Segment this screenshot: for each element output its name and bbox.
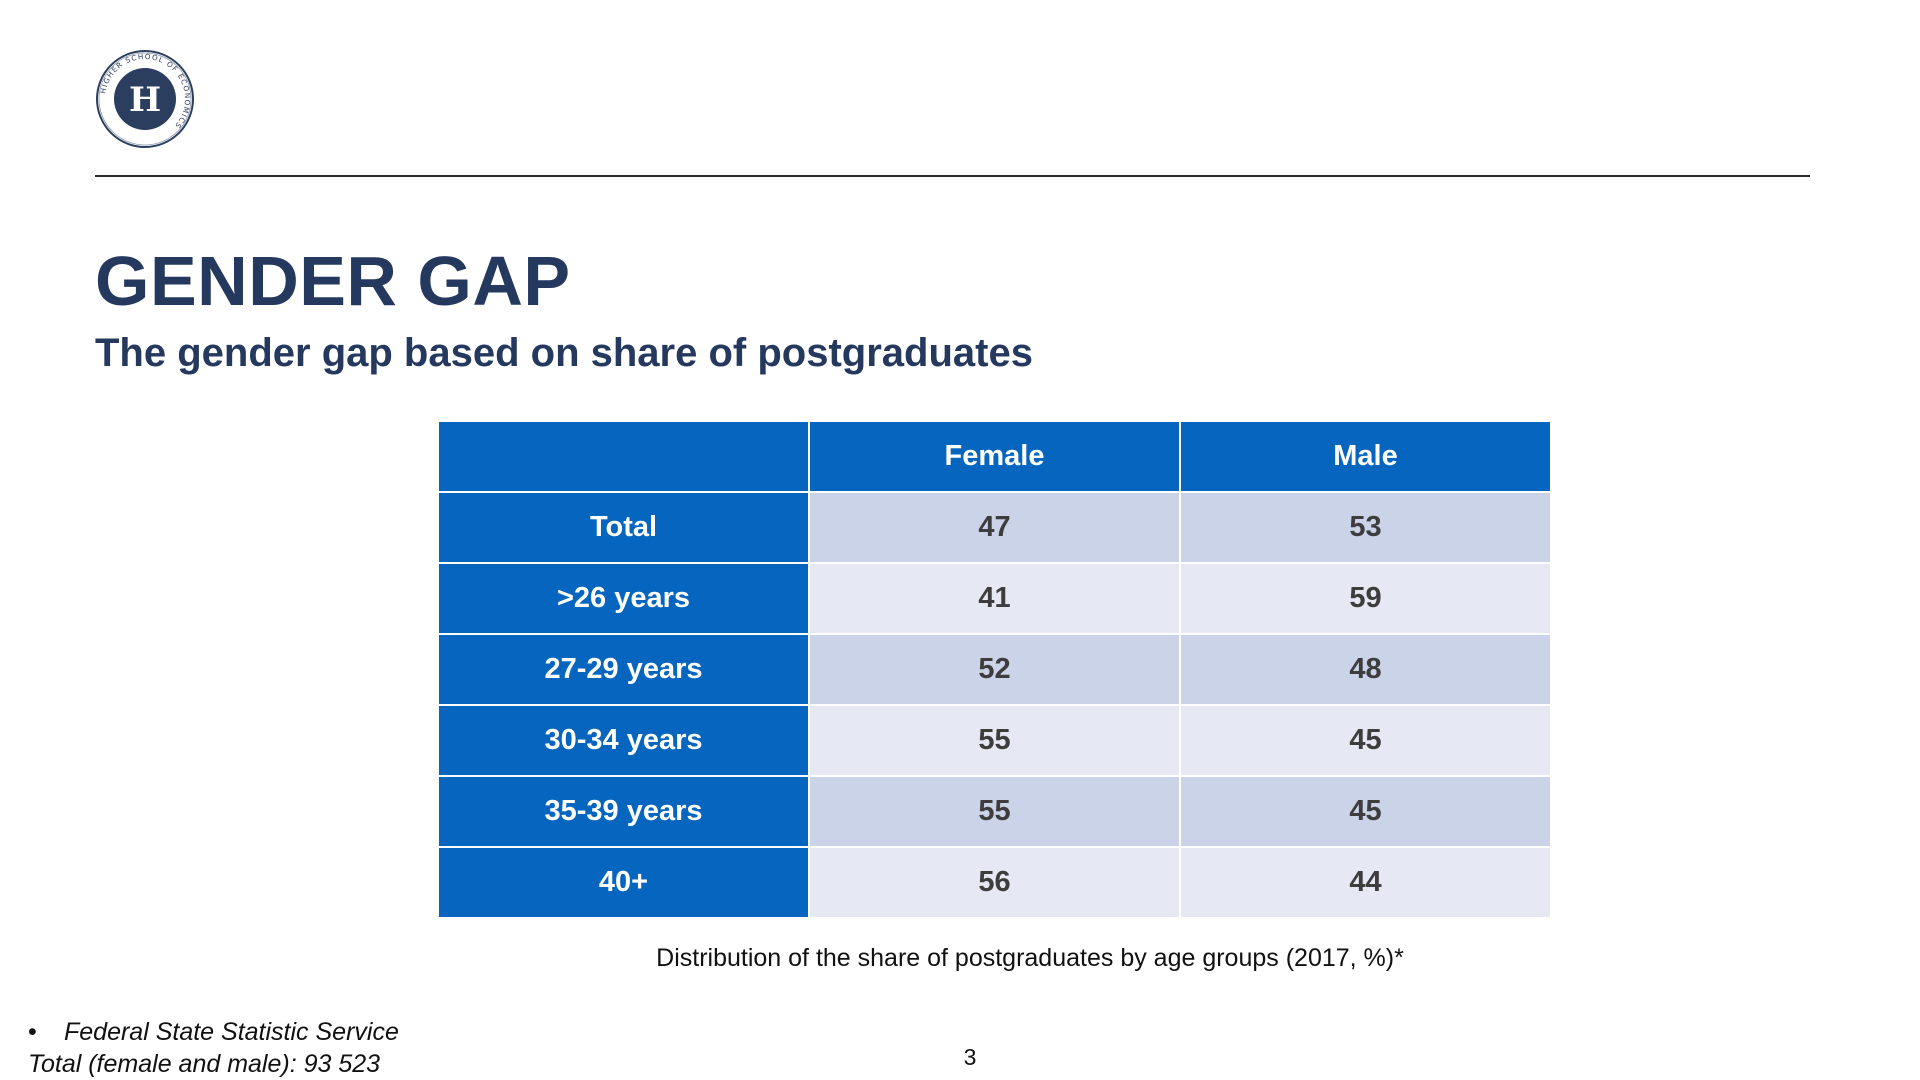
male-value: 59 — [1179, 562, 1552, 635]
male-value: 53 — [1179, 491, 1552, 564]
row-label: 30-34 years — [437, 704, 810, 777]
table-row: >26 years 41 59 — [437, 562, 1552, 635]
hse-logo: HIGHER SCHOOL OF ECONOMICS H — [95, 49, 195, 149]
female-value: 47 — [808, 491, 1181, 564]
table-corner-cell — [437, 420, 810, 493]
page-number: 3 — [963, 1044, 977, 1070]
column-header-female: Female — [808, 420, 1181, 493]
female-value: 55 — [808, 704, 1181, 777]
hse-logo-emblem: HIGHER SCHOOL OF ECONOMICS H — [96, 50, 194, 148]
source-footnote: • Federal State Statistic Service Total (… — [28, 1016, 399, 1080]
female-value: 56 — [808, 846, 1181, 919]
gender-gap-table: Female Male Total 47 53 >26 years 41 59 … — [437, 420, 1552, 919]
table-row: 35-39 years 55 45 — [437, 775, 1552, 848]
slide-subtitle: The gender gap based on share of postgra… — [95, 331, 1033, 375]
data-table-container: Female Male Total 47 53 >26 years 41 59 … — [437, 420, 1552, 919]
footnote-source: Federal State Statistic Service — [64, 1018, 399, 1046]
male-value: 45 — [1179, 704, 1552, 777]
row-label: Total — [437, 491, 810, 564]
female-value: 41 — [808, 562, 1181, 635]
table-row: 30-34 years 55 45 — [437, 704, 1552, 777]
row-label: 35-39 years — [437, 775, 810, 848]
male-value: 45 — [1179, 775, 1552, 848]
row-label: >26 years — [437, 562, 810, 635]
footnote-total: Total (female and male): 93 523 — [28, 1050, 381, 1078]
logo-monogram: H — [129, 80, 161, 120]
footnote-source-line: • Federal State Statistic Service — [28, 1016, 399, 1048]
table-caption: Distribution of the share of postgraduat… — [656, 944, 1404, 972]
bullet-icon: • — [28, 1018, 37, 1046]
row-label: 27-29 years — [437, 633, 810, 706]
table-row: Total 47 53 — [437, 491, 1552, 564]
row-label: 40+ — [437, 846, 810, 919]
male-value: 44 — [1179, 846, 1552, 919]
table-row: 40+ 56 44 — [437, 846, 1552, 919]
female-value: 52 — [808, 633, 1181, 706]
column-header-male: Male — [1179, 420, 1552, 493]
table-row: 27-29 years 52 48 — [437, 633, 1552, 706]
slide-title: GENDER GAP — [95, 242, 571, 320]
table-header-row: Female Male — [437, 420, 1552, 493]
header-divider — [95, 175, 1810, 177]
male-value: 48 — [1179, 633, 1552, 706]
female-value: 55 — [808, 775, 1181, 848]
